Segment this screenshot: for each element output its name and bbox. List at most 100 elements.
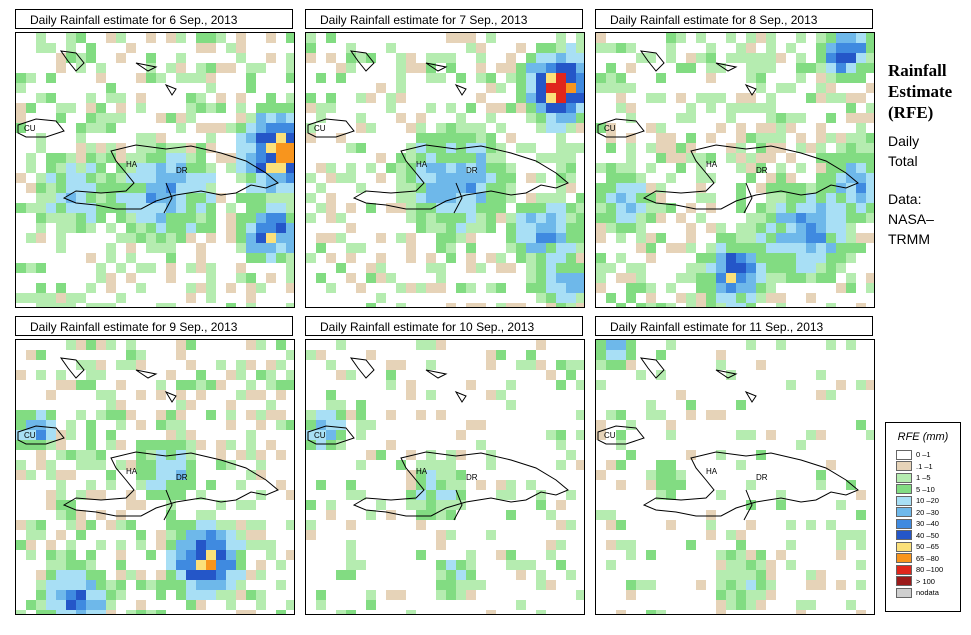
rain-cell	[176, 183, 186, 193]
rain-cell	[626, 63, 636, 73]
rain-cell	[256, 253, 266, 263]
rain-cell	[826, 153, 836, 163]
rain-cell	[666, 520, 676, 530]
rain-cell	[66, 380, 76, 390]
rain-cell	[166, 430, 176, 440]
rain-cell	[276, 360, 286, 370]
rain-cell	[636, 303, 646, 307]
rain-cell	[316, 420, 326, 430]
rain-cell	[66, 173, 76, 183]
rain-cell	[126, 213, 136, 223]
rain-cell	[486, 213, 496, 223]
rain-cell	[746, 73, 756, 83]
rain-cell	[16, 203, 26, 213]
rain-cell	[346, 410, 356, 420]
rain-cell	[556, 430, 566, 440]
rain-cell	[156, 213, 166, 223]
rain-cell	[766, 203, 776, 213]
rain-cell	[126, 163, 136, 173]
rain-cell	[766, 133, 776, 143]
rain-cell	[266, 193, 276, 203]
rain-cell	[436, 213, 446, 223]
rain-cell	[496, 213, 506, 223]
rain-cell	[166, 203, 176, 213]
rain-cell	[26, 233, 36, 243]
rain-cell	[476, 73, 486, 83]
rain-cell	[736, 163, 746, 173]
rain-cell	[566, 183, 576, 193]
rain-cell	[766, 293, 776, 303]
rain-cell	[276, 380, 286, 390]
rain-cell	[166, 63, 176, 73]
rain-cell	[386, 273, 396, 283]
rain-cell	[616, 430, 626, 440]
rain-cell	[166, 193, 176, 203]
rain-cell	[116, 173, 126, 183]
rain-cell	[36, 183, 46, 193]
rain-cell	[336, 73, 346, 83]
rain-cell	[766, 43, 776, 53]
coastline	[425, 62, 448, 72]
rain-cell	[206, 163, 216, 173]
rain-cell	[526, 113, 536, 123]
rain-cell	[406, 163, 416, 173]
rain-cell	[46, 440, 56, 450]
rain-cell	[596, 253, 606, 263]
rain-cell	[56, 103, 66, 113]
rain-cell	[86, 283, 96, 293]
rain-cell	[66, 510, 76, 520]
rain-cell	[256, 133, 266, 143]
rain-cell	[736, 530, 746, 540]
rain-cell	[456, 570, 466, 580]
rain-cell	[176, 450, 186, 460]
rain-cell	[356, 283, 366, 293]
rain-cell	[116, 520, 126, 530]
rain-cell	[266, 253, 276, 263]
rain-cell	[96, 600, 106, 610]
rain-cell	[516, 73, 526, 83]
rain-cell	[826, 133, 836, 143]
rain-cell	[376, 500, 386, 510]
rain-cell	[596, 470, 606, 480]
rain-cell	[786, 243, 796, 253]
rain-cell	[396, 53, 406, 63]
rain-cell	[336, 63, 346, 73]
rain-cell	[426, 183, 436, 193]
rain-cell	[686, 53, 696, 63]
rain-cell	[286, 143, 294, 153]
rain-cell	[706, 43, 716, 53]
rain-cell	[866, 63, 874, 73]
rain-cell	[476, 63, 486, 73]
country-label-haiti: HA	[706, 467, 718, 476]
rain-cell	[286, 303, 294, 307]
rain-cell	[666, 243, 676, 253]
rain-cell	[86, 580, 96, 590]
country-label-cuba: CU	[314, 431, 326, 440]
rain-cell	[856, 153, 866, 163]
rain-cell	[416, 480, 426, 490]
rain-cell	[706, 530, 716, 540]
rain-cell	[656, 410, 666, 420]
rain-cell	[156, 410, 166, 420]
country-label-dominican-republic: DR	[466, 473, 478, 482]
rain-cell	[136, 193, 146, 203]
rain-cell	[796, 600, 806, 610]
rain-cell	[366, 53, 376, 63]
rain-cell	[816, 480, 826, 490]
rain-cell	[866, 430, 874, 440]
legend-label: 20 –30	[916, 507, 939, 517]
rain-cell	[206, 193, 216, 203]
rain-cell	[476, 420, 486, 430]
rain-cell	[706, 93, 716, 103]
rain-cell	[196, 560, 206, 570]
rain-cell	[756, 213, 766, 223]
rain-cell	[136, 263, 146, 273]
rain-cell	[796, 253, 806, 263]
rain-cell	[76, 340, 86, 350]
rain-cell	[626, 450, 636, 460]
rain-cell	[436, 163, 446, 173]
rain-cell	[776, 500, 786, 510]
rain-cell	[46, 390, 56, 400]
legend-label: 40 –50	[916, 530, 939, 540]
rain-cell	[606, 63, 616, 73]
